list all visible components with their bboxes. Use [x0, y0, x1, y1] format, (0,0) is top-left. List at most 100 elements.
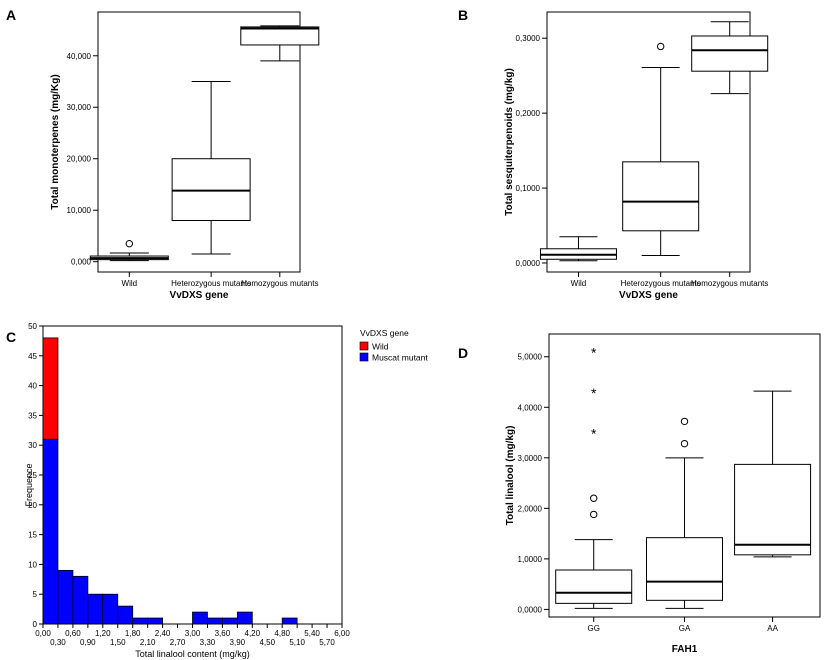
panel-c-x-tick-label: 5,40 — [304, 629, 320, 638]
panel-a-box — [240, 26, 320, 46]
panel-a-y-axis-label: Total monoterpenes (mg/Kg) — [50, 74, 61, 209]
panel-c-bar-muscat-mutant — [72, 575, 89, 625]
panel-a-y-tick-label: 40,000 — [67, 52, 92, 61]
panel-c-bar-muscat-mutant — [207, 617, 223, 625]
panel-d-box — [555, 569, 633, 604]
panel-c-y-tick-label: 5 — [33, 590, 38, 599]
panel-b-y-axis-label: Total sesquiterpenoids (mg/kg) — [504, 68, 515, 216]
panel-c-x-axis-label: Total linalool content (mg/kg) — [135, 649, 250, 659]
panel-c-y-tick-label: 45 — [28, 352, 37, 361]
panel-b-y-tick-label: 0,3000 — [516, 34, 541, 43]
panel-c-legend-swatch — [359, 341, 369, 351]
panel-a-x-tick-label: Wild — [122, 279, 138, 288]
panel-c-letter: C — [6, 329, 16, 345]
panel-a-box — [171, 158, 251, 222]
panel-c-x-tick-label: 1,20 — [95, 629, 111, 638]
panel-c-x-tick-label: 2,70 — [170, 638, 186, 647]
panel-a-y-tick-label: 0,000 — [71, 258, 92, 267]
panel-c-x-tick-label: 0,00 — [35, 629, 51, 638]
panel-c-x-tick-label: 1,80 — [125, 629, 141, 638]
panel-c-x-tick-label: 5,70 — [319, 638, 335, 647]
panel-d-y-tick-label: 5,0000 — [518, 353, 543, 362]
panel-c-y-axis-label: Frequence — [24, 463, 34, 506]
panel-b-outlier-point — [656, 42, 665, 51]
panel-c-bar-muscat-mutant — [132, 617, 149, 625]
panel-a-plot-frame — [97, 11, 301, 273]
panel-a-outlier-point — [125, 239, 134, 248]
panel-c-x-tick-label: 3,00 — [185, 629, 201, 638]
panel-b-x-tick-label: Homozygous mutants — [691, 279, 768, 288]
panel-d-outlier-point — [680, 417, 689, 426]
panel-a-y-tick-label: 20,000 — [67, 155, 92, 164]
panel-c-bar-muscat-mutant — [281, 617, 298, 625]
panel-c-y-tick-label: 40 — [28, 382, 37, 391]
panel-b-y-tick-label: 0,2000 — [516, 109, 541, 118]
panel-c-legend-label: Muscat mutant — [372, 353, 428, 363]
panel-c-y-tick-label: 10 — [28, 560, 37, 569]
panel-c-x-tick-label: 4,50 — [259, 638, 275, 647]
panel-c-x-tick-label: 3,60 — [215, 629, 231, 638]
panel-c-x-tick-label: 2,10 — [140, 638, 156, 647]
panel-b-y-tick-label: 0,0000 — [516, 259, 541, 268]
panel-c-x-tick-label: 6,00 — [334, 629, 350, 638]
panel-d-y-tick-label: 1,0000 — [518, 555, 543, 564]
panel-c-y-tick-label: 20 — [28, 501, 37, 510]
panel-a-letter: A — [6, 7, 16, 23]
panel-d-y-tick-label: 2,0000 — [518, 504, 543, 513]
panel-c-bar-muscat-mutant — [102, 593, 119, 625]
panel-d-outlier-point — [590, 494, 598, 502]
panel-c-x-tick-label: 0,30 — [50, 638, 66, 647]
panel-c-y-tick-label: 50 — [28, 322, 37, 331]
panel-c-bar-muscat-mutant — [236, 611, 253, 625]
panel-b-y-tick-label: 0,1000 — [516, 184, 541, 193]
panel-a-y-tick-label: 10,000 — [67, 206, 92, 215]
panel-b-x-tick-label: Wild — [571, 279, 587, 288]
panel-b-letter: B — [458, 7, 468, 23]
panel-b-box — [691, 35, 769, 72]
panel-c-legend-title: VvDXS gene — [360, 328, 409, 338]
panel-a-x-tick-label: Heterozygous mutants — [171, 279, 251, 288]
panel-c-legend-label: Wild — [372, 342, 389, 352]
panel-b-box — [622, 161, 700, 232]
panel-c-bar-muscat-mutant — [42, 438, 59, 625]
panel-c-bar-muscat-mutant — [221, 617, 238, 625]
panel-c-bar-muscat-mutant — [147, 617, 163, 625]
panel-d-x-axis-label: FAH1 — [672, 644, 698, 655]
panel-c-x-tick-label: 3,30 — [200, 638, 216, 647]
panel-c-x-tick-label: 1,50 — [110, 638, 126, 647]
panel-c-bar-muscat-mutant — [117, 605, 134, 625]
panel-c-bar-muscat-mutant — [192, 611, 208, 625]
panel-c-legend-swatch — [359, 352, 369, 362]
panel-c-y-tick-label: 15 — [28, 531, 37, 540]
panel-d-letter: D — [458, 345, 468, 361]
panel-c-y-tick-label: 25 — [28, 471, 37, 480]
panel-d-x-tick-label: AA — [767, 624, 778, 633]
panel-c-x-tick-label: 0,90 — [80, 638, 96, 647]
panel-c-bar-muscat-mutant — [87, 593, 104, 625]
panel-d-extreme-point: * — [591, 426, 597, 442]
panel-d-y-tick-label: 0,0000 — [518, 605, 543, 614]
panel-d-extreme-point: * — [591, 345, 597, 361]
panel-d-extreme-point: * — [591, 385, 597, 401]
panel-a-x-tick-label: Homozygous mutants — [241, 279, 318, 288]
panel-a-y-tick-label: 30,000 — [67, 103, 92, 112]
panel-c-x-tick-label: 4,20 — [245, 629, 261, 638]
panel-c-x-tick-label: 4,80 — [274, 629, 290, 638]
panel-b-x-axis-label: VvDXS gene — [619, 290, 678, 301]
panel-b-x-tick-label: Heterozygous mutants — [621, 279, 701, 288]
panel-c-x-tick-label: 0,60 — [65, 629, 81, 638]
panel-c-bar-muscat-mutant — [57, 569, 74, 625]
panel-d-x-tick-label: GG — [587, 624, 599, 633]
panel-c-y-tick-label: 30 — [28, 441, 37, 450]
panel-d-y-tick-label: 4,0000 — [518, 403, 543, 412]
panel-d-x-tick-label: GA — [679, 624, 691, 633]
panel-c-x-tick-label: 5,10 — [289, 638, 305, 647]
panel-c-x-tick-label: 3,90 — [230, 638, 246, 647]
panel-d-y-tick-label: 3,0000 — [518, 454, 543, 463]
panel-c-y-tick-label: 0 — [33, 620, 38, 629]
panel-d-outlier-point — [680, 439, 689, 448]
panel-d-box — [646, 537, 723, 601]
panel-c-bar-wild — [42, 337, 59, 440]
panel-c-y-tick-label: 35 — [28, 411, 37, 420]
